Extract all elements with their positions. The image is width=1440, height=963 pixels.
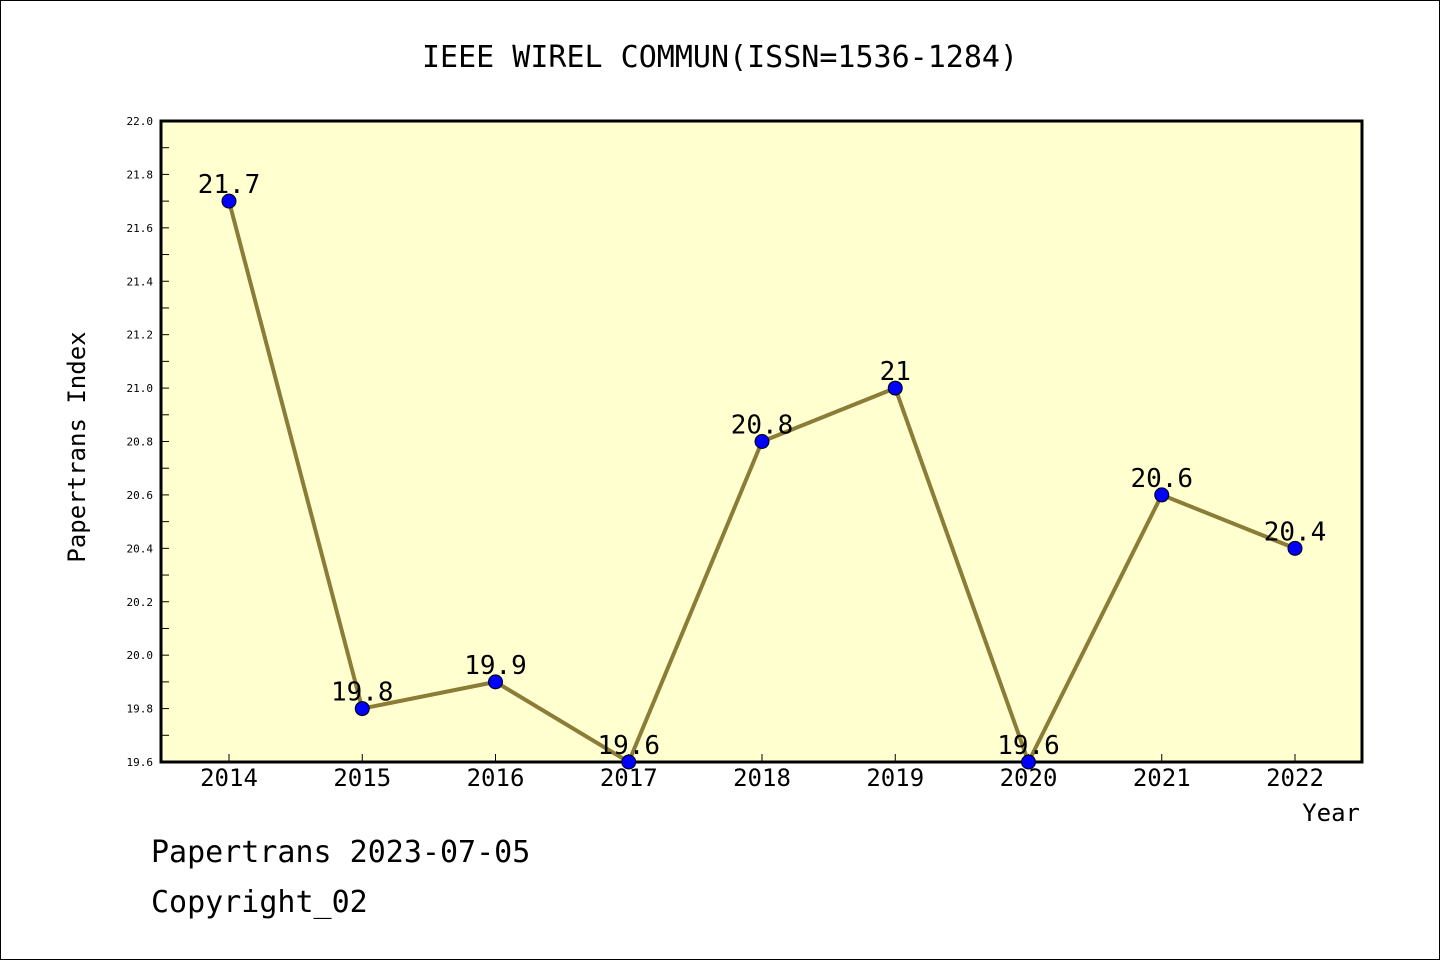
y-tick-label: 21.4 — [127, 275, 154, 288]
data-label-2014: 21.7 — [198, 170, 261, 200]
y-tick-label: 22.0 — [127, 115, 154, 128]
y-tick-label: 21.8 — [127, 168, 154, 181]
y-tick-label: 20.4 — [127, 542, 154, 555]
y-axis-ticks: 19.6 19.8 20.0 20.2 20.4 20.6 20.8 21.0 21.2 21.4… — [127, 115, 169, 769]
data-label-2016: 19.9 — [464, 651, 527, 681]
data-label-2019: 21 — [880, 357, 911, 387]
data-point-2021 — [1154, 487, 1170, 503]
y-tick-label: 19.6 — [127, 756, 154, 769]
y-tick-label: 20.8 — [127, 436, 154, 449]
x-tick-label: 2015 — [333, 764, 391, 792]
data-point-2014 — [221, 193, 237, 209]
x-axis-ticks: 2014 2015 2016 2017 2018 2019 2020 2021 2022 — [200, 754, 1324, 792]
data-label-2018: 20.8 — [731, 411, 794, 441]
data-point-2018 — [754, 434, 770, 449]
y-tick-label: 21.6 — [127, 222, 154, 235]
data-point-2022 — [1287, 540, 1303, 556]
y-tick-label: 21.0 — [127, 382, 154, 395]
chart-title: IEEE WIREL COMMUN(ISSN=1536-1284) — [422, 40, 1018, 75]
footer-date-text: Papertrans 2023-07-05 — [151, 835, 531, 870]
y-tick-label: 21.2 — [127, 329, 154, 342]
data-point-2017 — [621, 754, 637, 770]
x-tick-label: 2022 — [1266, 764, 1324, 792]
y-tick-label: 20.0 — [127, 649, 154, 662]
y-tick-label: 19.8 — [127, 703, 154, 716]
footer-copyright-text: Copyright_02 — [151, 885, 368, 920]
data-point-2019 — [887, 380, 903, 396]
series-group: 21.7 19.8 19.9 19.6 20.8 21 19.6 20.6 20.4 — [198, 170, 1327, 770]
data-label-2021: 20.6 — [1130, 464, 1193, 494]
data-label-2020: 19.6 — [997, 731, 1060, 761]
data-label-2017: 19.6 — [597, 731, 660, 761]
x-tick-label: 2021 — [1133, 764, 1191, 792]
data-label-2022: 20.4 — [1264, 517, 1327, 547]
data-point-2020 — [1021, 754, 1036, 770]
data-point-2015 — [354, 701, 370, 717]
x-tick-label: 2014 — [200, 764, 258, 792]
x-tick-label: 2016 — [467, 764, 525, 792]
y-tick-label: 20.2 — [127, 596, 154, 609]
data-point-2016 — [488, 674, 503, 690]
y-axis-label: Papertrans Index — [63, 331, 91, 562]
y-tick-label: 20.6 — [127, 489, 154, 502]
x-tick-label: 2018 — [733, 764, 791, 792]
x-tick-label: 2019 — [866, 764, 924, 792]
data-label-2015: 19.8 — [331, 678, 394, 708]
x-axis-label: Year — [1302, 799, 1360, 827]
